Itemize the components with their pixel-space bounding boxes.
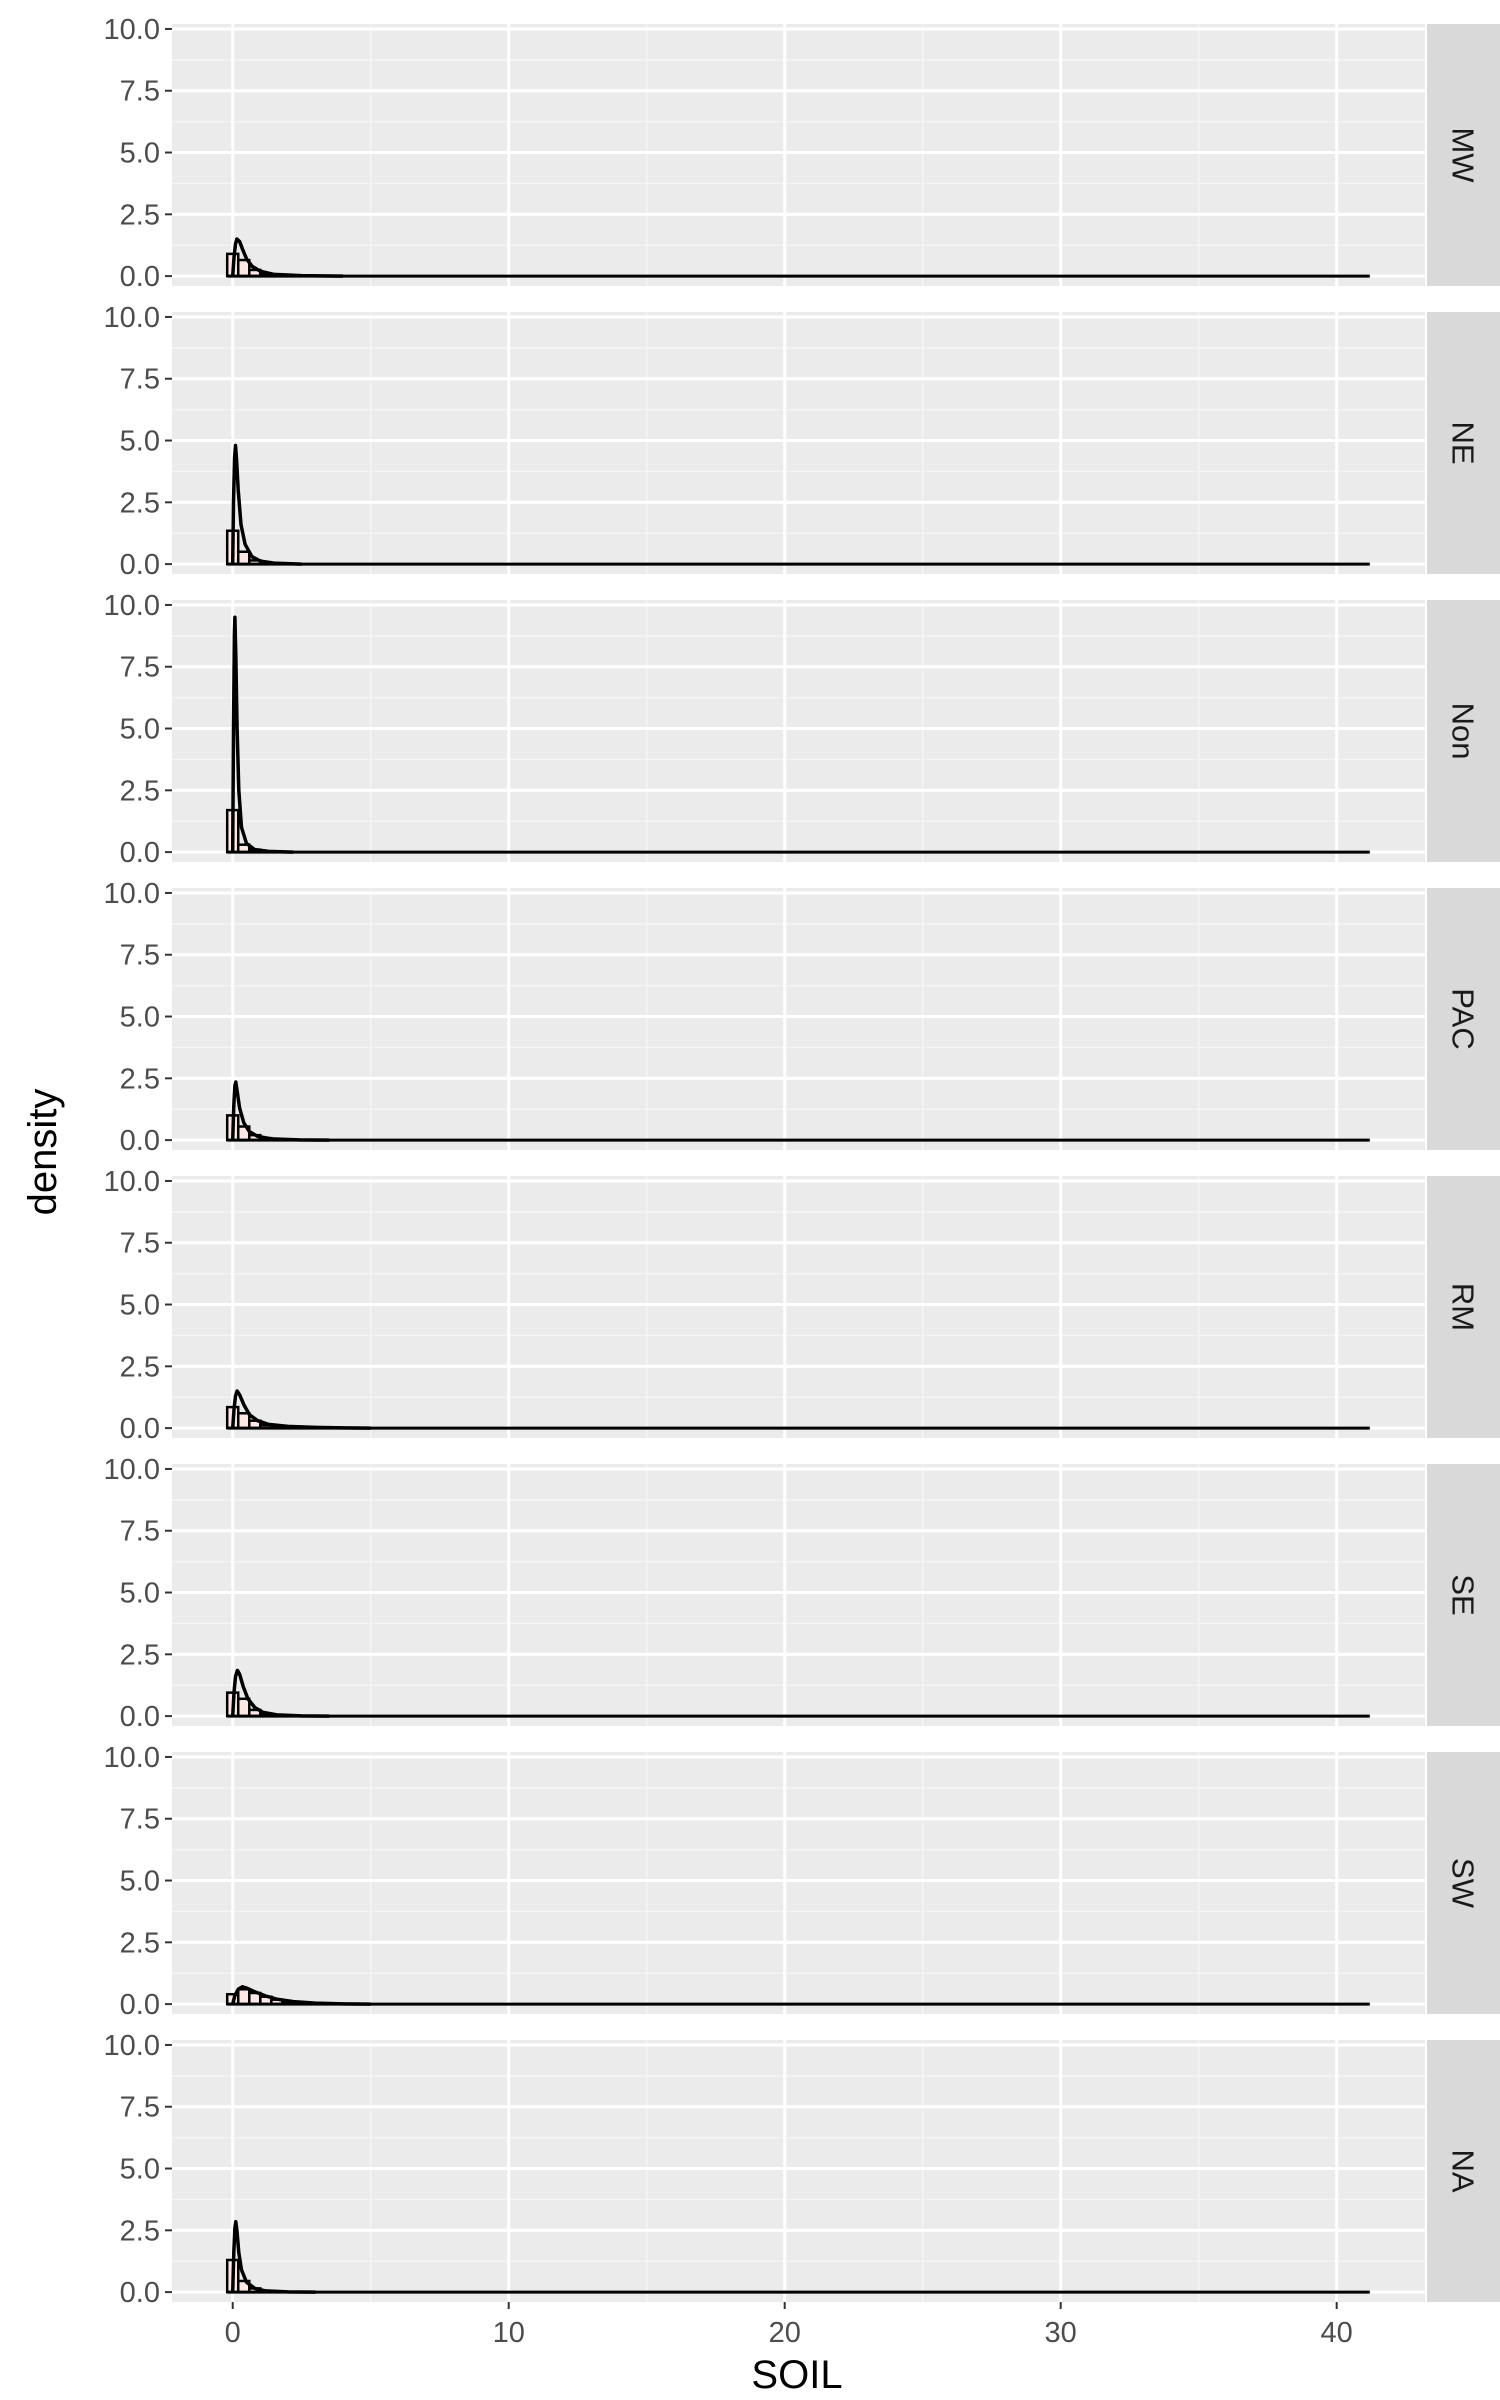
facet-panel-non: 0.0 2.5 5.0 7.5 10.0 Non (104, 590, 1500, 869)
y-tick-label: 10.0 (104, 1454, 160, 1486)
panel-background (172, 24, 1425, 286)
y-tick-label: 7.5 (120, 2092, 160, 2124)
facet-panel-sw: 0.0 2.5 5.0 7.5 10.0 SW (104, 1742, 1500, 2021)
panel-background (172, 888, 1425, 1150)
facet-strip (1427, 2040, 1500, 2302)
y-tick-label: 10.0 (104, 878, 160, 910)
y-tick-label: 0.0 (120, 1989, 160, 2021)
density-curve (230, 1668, 330, 1718)
facet-panel-ne: 0.0 2.5 5.0 7.5 10.0 NE (104, 302, 1500, 581)
panel-background (172, 600, 1425, 862)
y-tick-label: 0.0 (120, 1701, 160, 1733)
histogram-bar (236, 1412, 251, 1430)
y-tick-label: 2.5 (120, 487, 160, 519)
facet-strip-label: PAC (1446, 988, 1481, 1049)
facet-strip (1427, 312, 1500, 574)
y-tick-label: 0.0 (120, 837, 160, 869)
histogram-bar (236, 1988, 251, 2006)
y-tick-label: 5.0 (120, 2154, 160, 2186)
x-tick-label: 40 (1321, 2317, 1353, 2349)
density-curve (230, 1389, 371, 1430)
y-tick-label: 7.5 (120, 1804, 160, 1836)
panels-layer: 0.0 2.5 5.0 7.5 10.0 MW 0.0 2.5 5.0 7.5 10.0 NE 0.0 2… (104, 14, 1500, 2309)
y-tick-label: 5.0 (120, 426, 160, 458)
facet-panel-mw: 0.0 2.5 5.0 7.5 10.0 MW (104, 14, 1500, 293)
density-curve (230, 2219, 316, 2294)
x-tick-label: 20 (769, 2317, 801, 2349)
y-tick-label: 7.5 (120, 652, 160, 684)
x-tick-label: 10 (493, 2317, 525, 2349)
y-tick-label: 2.5 (120, 1351, 160, 1383)
density-curve (230, 443, 302, 566)
y-tick-label: 5.0 (120, 1290, 160, 1322)
x-axis: 0 10 20 30 40 (225, 2302, 1353, 2349)
facet-strip-label: RM (1446, 1283, 1481, 1331)
histogram-bar (236, 550, 251, 566)
y-tick-label: 10.0 (104, 1742, 160, 1774)
y-tick-label: 7.5 (120, 1228, 160, 1260)
density-curve (230, 615, 294, 854)
y-tick-label: 0.0 (120, 1125, 160, 1157)
y-axis-title: density (21, 1089, 65, 1216)
x-tick-label: 0 (225, 2317, 241, 2349)
y-tick-label: 0.0 (120, 549, 160, 581)
facet-strip (1427, 1464, 1500, 1726)
facet-strip-label: SE (1446, 1574, 1481, 1615)
facet-panel-se: 0.0 2.5 5.0 7.5 10.0 SE (104, 1454, 1500, 1733)
y-tick-label: 10.0 (104, 302, 160, 334)
facet-strip (1427, 24, 1500, 286)
y-tick-label: 5.0 (120, 714, 160, 746)
panel-background (172, 2040, 1425, 2302)
y-tick-label: 5.0 (120, 1866, 160, 1898)
y-tick-label: 10.0 (104, 14, 160, 46)
y-tick-label: 2.5 (120, 1063, 160, 1095)
y-tick-label: 2.5 (120, 775, 160, 807)
panel-background (172, 312, 1425, 574)
y-tick-label: 0.0 (120, 2277, 160, 2309)
y-tick-label: 7.5 (120, 76, 160, 108)
facet-strip (1427, 1176, 1500, 1438)
y-tick-label: 0.0 (120, 1413, 160, 1445)
y-tick-label: 7.5 (120, 940, 160, 972)
y-tick-label: 10.0 (104, 2030, 160, 2062)
y-tick-label: 2.5 (120, 2215, 160, 2247)
histogram-bar (236, 1697, 251, 1718)
y-tick-label: 0.0 (120, 261, 160, 293)
facet-strip-label: MW (1446, 127, 1481, 183)
facet-strip-label: Non (1446, 703, 1481, 760)
y-tick-label: 2.5 (120, 199, 160, 231)
y-tick-label: 7.5 (120, 364, 160, 396)
facet-panel-pac: 0.0 2.5 5.0 7.5 10.0 PAC (104, 878, 1500, 1157)
facet-strip (1427, 1752, 1500, 2014)
y-tick-label: 7.5 (120, 1516, 160, 1548)
y-tick-label: 5.0 (120, 1578, 160, 1610)
y-tick-label: 5.0 (120, 138, 160, 170)
y-tick-label: 2.5 (120, 1927, 160, 1959)
facet-strip (1427, 888, 1500, 1150)
density-curve (230, 1080, 330, 1142)
panel-background (172, 1176, 1425, 1438)
facet-strip-label: NE (1446, 421, 1481, 464)
density-curve (230, 237, 344, 278)
x-tick-label: 30 (1045, 2317, 1077, 2349)
facet-strip-label: NA (1446, 2149, 1481, 2192)
panel-background (172, 1464, 1425, 1726)
y-tick-label: 5.0 (120, 1002, 160, 1034)
facet-panel-rm: 0.0 2.5 5.0 7.5 10.0 RM (104, 1166, 1500, 1445)
y-tick-label: 10.0 (104, 590, 160, 622)
panel-background (172, 1752, 1425, 2014)
facet-panel-na: 0.0 2.5 5.0 7.5 10.0 NA (104, 2030, 1500, 2309)
y-tick-label: 2.5 (120, 1639, 160, 1671)
facet-strip (1427, 600, 1500, 862)
y-tick-label: 10.0 (104, 1166, 160, 1198)
density-curve (231, 1985, 371, 2006)
x-axis-title: SOIL (751, 2353, 842, 2397)
facet-strip-label: SW (1446, 1858, 1481, 1909)
